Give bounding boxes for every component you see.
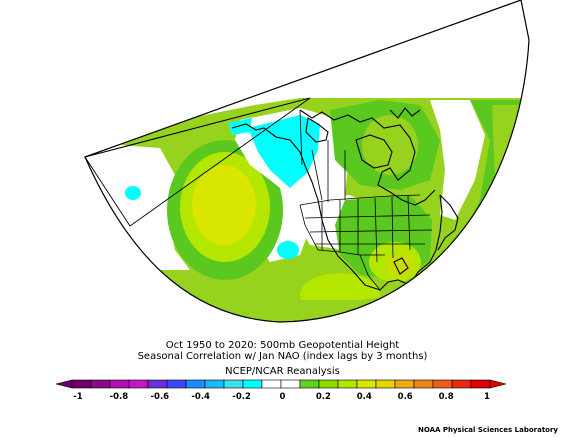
- us-mexico-border: [317, 249, 385, 256]
- credit-text: NOAA Physical Sciences Laboratory: [417, 426, 558, 434]
- negative-anomaly-east-pacific: [277, 241, 299, 259]
- colorbar-cells: [55, 379, 507, 389]
- colorbar-cell: [299, 379, 320, 389]
- sector-edge: [84, 97, 311, 227]
- political-borders: [299, 109, 433, 291]
- colorbar-right-arrow: [489, 379, 507, 389]
- colorbar-left-arrow: [55, 379, 73, 389]
- arctic-islands: [305, 117, 329, 143]
- alaska-border: [299, 109, 303, 166]
- colorbar-cell: [204, 379, 225, 389]
- colorbar-cell: [109, 379, 130, 389]
- colorbar: -1 -0.8 -0.6 -0.4 -0.2 0 0.2 0.4 0.6 0.8 1: [55, 379, 507, 402]
- colorbar-cell: [470, 379, 491, 389]
- state-line-4: [374, 197, 378, 263]
- province-line-3: [311, 149, 323, 201]
- map-title-line-1: Oct 1950 to 2020: 500mb Geopotential Hei…: [165, 340, 400, 351]
- colorbar-cell: [90, 379, 111, 389]
- colorbar-cell: [242, 379, 263, 389]
- hudson-bay: [355, 134, 393, 169]
- pacific-coastline: [231, 123, 443, 291]
- atlantic-coastline: [437, 194, 459, 251]
- projection-boundary: [84, 0, 530, 323]
- colorbar-tick-label: -0.2: [232, 392, 251, 402]
- colorbar-labels: -1 -0.8 -0.6 -0.4 -0.2 0 0.2 0.4 0.6 0.8 1: [73, 392, 490, 402]
- state-line-west: [299, 204, 319, 251]
- colorbar-cell: [223, 379, 244, 389]
- pacific-anomaly-core: [192, 165, 256, 245]
- state-line-h2: [309, 229, 433, 233]
- colorbar-tick-label: -1: [73, 392, 83, 402]
- colorbar-cell: [375, 379, 396, 389]
- colorbar-tick-label: 0.4: [357, 392, 372, 402]
- state-line-5: [391, 196, 394, 259]
- colorbar-cell: [147, 379, 168, 389]
- colorbar-tick-label: 0.8: [439, 392, 454, 402]
- colorbar-tick-label: 1: [484, 392, 490, 402]
- colorbar-cell: [337, 379, 358, 389]
- colorbar-tick-label: 0.2: [316, 392, 331, 402]
- colorbar-cell: [451, 379, 472, 389]
- correlation-map: [84, 0, 530, 323]
- us-canada-border: [299, 194, 421, 206]
- negative-anomaly-bering: [228, 118, 252, 135]
- colorbar-cell: [71, 379, 92, 389]
- state-line-6: [407, 195, 411, 251]
- colorbar-cell: [394, 379, 415, 389]
- colorbar-cell: [318, 379, 339, 389]
- negative-anomaly-alaska: [248, 115, 320, 188]
- coastlines: [231, 107, 459, 291]
- colorbar-cell: [128, 379, 149, 389]
- negative-anomaly-west-pacific: [125, 186, 141, 200]
- colorbar-cell: [413, 379, 434, 389]
- arctic-islands-east: [389, 107, 421, 119]
- arctic-coastline: [299, 109, 436, 206]
- state-line-h1: [304, 214, 431, 219]
- correlation-field: [85, 0, 529, 322]
- colorbar-cell: [261, 379, 282, 389]
- colorbar-cell: [166, 379, 187, 389]
- colorbar-cell: [356, 379, 377, 389]
- near-zero-region-atlantic: [430, 100, 485, 220]
- positive-anomaly-gulf-core: [385, 254, 415, 276]
- colorbar-cell: [280, 379, 301, 389]
- florida: [393, 257, 409, 275]
- map-title-line-2: Seasonal Correlation w/ Jan NAO (index l…: [137, 351, 428, 362]
- mexico-line: [359, 254, 381, 291]
- colorbar-cell: [432, 379, 453, 389]
- colorbar-tick-label: -0.6: [151, 392, 170, 402]
- colorbar-cell: [185, 379, 206, 389]
- colorbar-tick-label: -0.8: [110, 392, 129, 402]
- colorbar-tick-label: -0.4: [191, 392, 210, 402]
- colorbar-tick-label: 0.6: [398, 392, 413, 402]
- map-title-line-3: NCEP/NCAR Reanalysis: [225, 366, 340, 377]
- colorbar-tick-label: 0: [280, 392, 286, 402]
